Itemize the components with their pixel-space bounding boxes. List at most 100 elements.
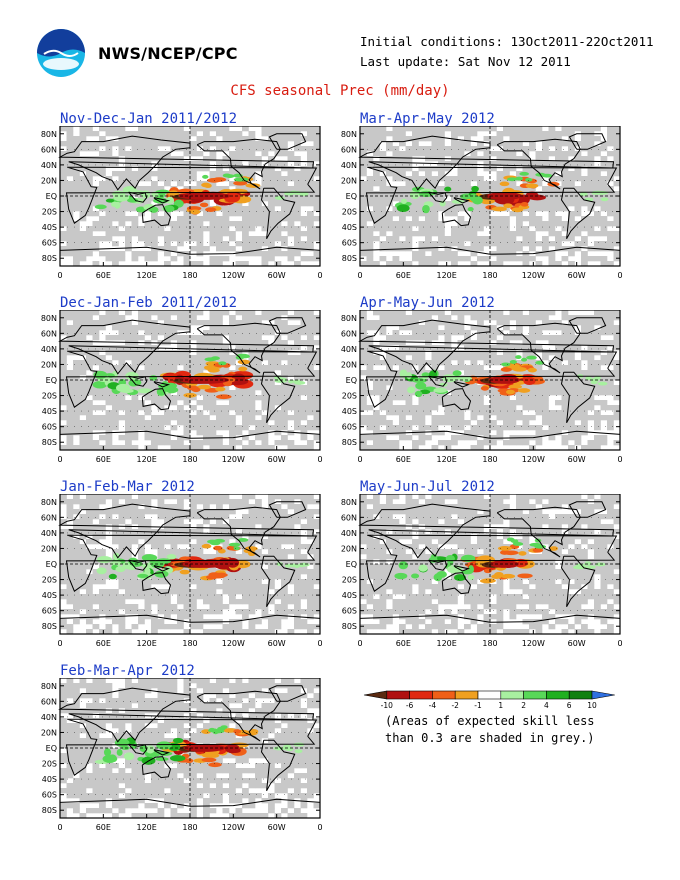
- lon-tick-label: 60E: [96, 271, 111, 280]
- lon-tick-label: 0: [617, 455, 622, 464]
- lat-tick-label: 60N: [341, 329, 357, 338]
- colorbar-label: -10: [381, 701, 393, 710]
- lat-tick-label: EQ: [46, 192, 57, 201]
- colorbar-swatch: [500, 690, 524, 700]
- colorbar-swatch: [454, 690, 479, 700]
- colorbar-label: -6: [406, 701, 414, 710]
- lon-tick-label: 120E: [437, 639, 457, 648]
- lat-tick-label: 20S: [42, 208, 57, 217]
- lon-tick-label: 60W: [568, 455, 586, 464]
- lon-tick-label: 60W: [268, 455, 286, 464]
- colorbar-label: 1: [498, 701, 503, 710]
- lat-tick-label: 60S: [342, 607, 357, 616]
- colorbar-label: -2: [451, 701, 459, 710]
- agency-name: NWS/NCEP/CPC: [98, 44, 238, 63]
- lon-tick-label: 120W: [222, 271, 245, 280]
- lon-tick-label: 0: [357, 455, 362, 464]
- lat-tick-label: 60N: [41, 513, 57, 522]
- lon-tick-label: 120W: [222, 455, 245, 464]
- colorbar-label: 10: [587, 701, 597, 710]
- lon-tick-label: 0: [357, 639, 362, 648]
- lon-tick-label: 60W: [268, 639, 286, 648]
- lat-tick-label: EQ: [46, 560, 57, 569]
- lat-tick-label: 40S: [342, 591, 357, 600]
- lat-tick-label: 40N: [341, 345, 357, 354]
- lat-tick-label: 80N: [41, 498, 57, 507]
- lon-tick-label: 0: [317, 271, 322, 280]
- lon-tick-label: 60E: [96, 823, 111, 832]
- lat-tick-label: 60N: [41, 697, 57, 706]
- lat-tick-label: 80S: [342, 622, 357, 631]
- lat-tick-label: 60N: [341, 513, 357, 522]
- lat-tick-label: 80N: [41, 682, 57, 691]
- panel-title: Jan-Feb-Mar 2012: [60, 479, 195, 495]
- lat-tick-label: 20S: [42, 760, 57, 769]
- lat-tick-label: 80S: [342, 438, 357, 447]
- lat-tick-label: 60S: [42, 791, 57, 800]
- lon-tick-label: 60E: [96, 455, 111, 464]
- colorbar-label: -1: [474, 701, 482, 710]
- lat-tick-label: 80N: [41, 314, 57, 323]
- lon-tick-label: 120E: [137, 639, 157, 648]
- lon-tick-label: 180: [182, 639, 197, 648]
- lon-tick-label: 0: [617, 271, 622, 280]
- lon-tick-label: 120W: [222, 823, 245, 832]
- lon-tick-label: 60E: [396, 271, 411, 280]
- lon-tick-label: 60W: [268, 271, 286, 280]
- lon-tick-label: 0: [317, 455, 322, 464]
- lat-tick-label: EQ: [46, 744, 57, 753]
- panel-title: Apr-May-Jun 2012: [360, 295, 495, 311]
- lat-tick-label: 60S: [42, 239, 57, 248]
- lon-tick-label: 120E: [437, 271, 457, 280]
- lat-tick-label: 60N: [341, 145, 357, 154]
- skill-note-line1: (Areas of expected skill less: [385, 714, 595, 728]
- colorbar-swatch: [363, 690, 388, 700]
- lon-tick-label: 60W: [268, 823, 286, 832]
- lon-tick-label: 60E: [396, 455, 411, 464]
- colorbar-swatch: [568, 690, 593, 700]
- colorbar-swatch: [591, 690, 615, 700]
- panel-title: Nov-Dec-Jan 2011/2012: [60, 111, 238, 127]
- colorbar-swatch: [432, 690, 456, 700]
- lat-tick-label: 80N: [41, 130, 57, 139]
- lon-tick-label: 120E: [137, 823, 157, 832]
- lat-tick-label: 80N: [341, 314, 357, 323]
- lat-tick-label: 40N: [341, 161, 357, 170]
- lon-tick-label: 0: [317, 639, 322, 648]
- lat-tick-label: 20S: [42, 392, 57, 401]
- main-title: CFS seasonal Prec (mm/day): [230, 83, 450, 99]
- lat-tick-label: 40S: [42, 223, 57, 232]
- panel-title: Feb-Mar-Apr 2012: [60, 663, 195, 679]
- lon-tick-label: 0: [57, 823, 62, 832]
- lon-tick-label: 120E: [437, 455, 457, 464]
- lat-tick-label: 20N: [41, 728, 57, 737]
- lon-tick-label: 120W: [222, 639, 245, 648]
- skill-note-line2: than 0.3 are shaded in grey.): [385, 731, 595, 745]
- lat-tick-label: EQ: [346, 560, 357, 569]
- lat-tick-label: 40S: [42, 591, 57, 600]
- lon-tick-label: 180: [482, 639, 497, 648]
- lat-tick-label: 60S: [342, 423, 357, 432]
- lat-tick-label: 20S: [342, 208, 357, 217]
- lat-tick-label: 40N: [341, 529, 357, 538]
- panel-title: Dec-Jan-Feb 2011/2012: [60, 295, 238, 311]
- lat-tick-label: 20S: [42, 576, 57, 585]
- lat-tick-label: 40S: [42, 407, 57, 416]
- lat-tick-label: 20N: [341, 176, 357, 185]
- lat-tick-label: 60S: [42, 607, 57, 616]
- colorbar-label: 6: [567, 701, 572, 710]
- lon-tick-label: 0: [57, 455, 62, 464]
- lat-tick-label: 40S: [342, 223, 357, 232]
- lat-tick-label: 40N: [41, 345, 57, 354]
- lon-tick-label: 120W: [522, 271, 545, 280]
- lat-tick-label: 80N: [341, 130, 357, 139]
- panel-title: Mar-Apr-May 2012: [360, 111, 495, 127]
- lat-tick-label: 80N: [341, 498, 357, 507]
- lat-tick-label: 80S: [42, 622, 57, 631]
- lon-tick-label: 0: [57, 271, 62, 280]
- lat-tick-label: 40N: [41, 529, 57, 538]
